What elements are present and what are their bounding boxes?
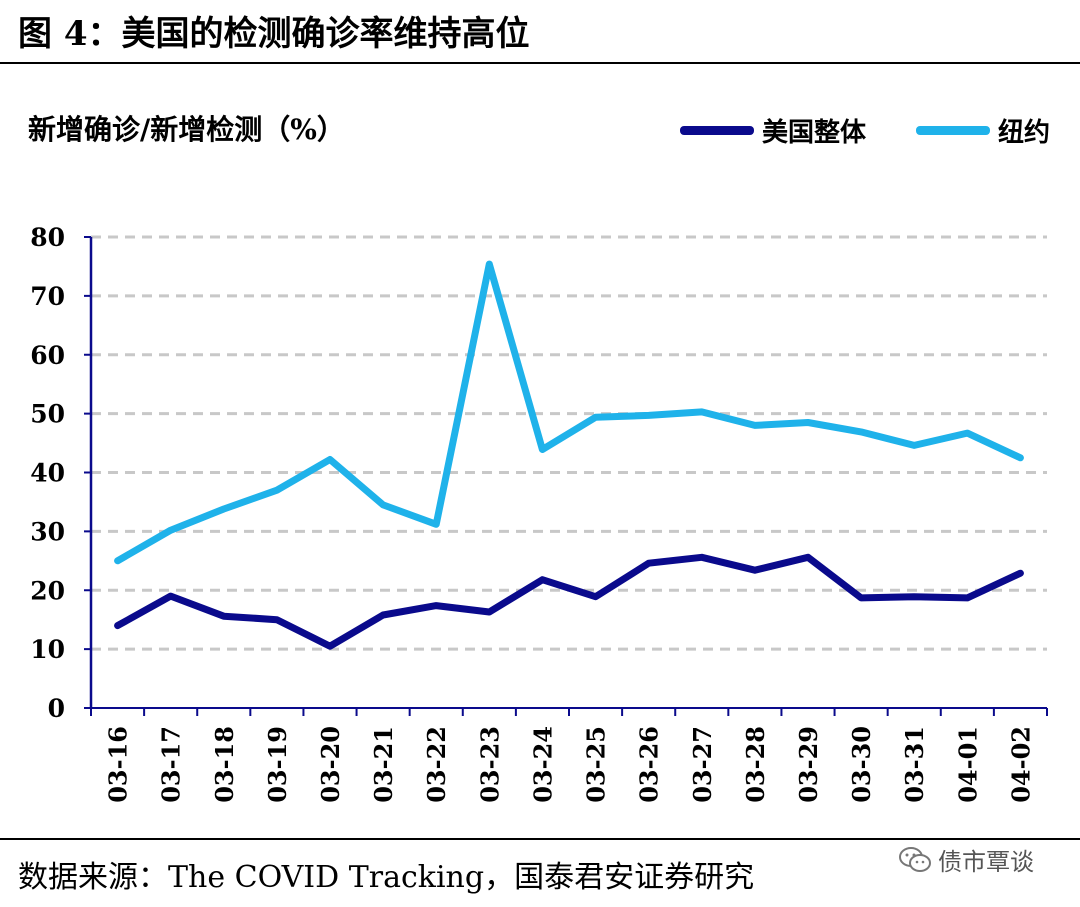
y-tick-label: 30 bbox=[30, 517, 65, 546]
gridlines bbox=[91, 235, 1047, 651]
x-tick-label: 03-30 bbox=[847, 726, 876, 803]
x-tick-label: 03-24 bbox=[528, 726, 557, 803]
watermark: 债市覃谈 bbox=[898, 842, 1034, 877]
legend-swatch-new-york bbox=[916, 126, 990, 135]
x-tick-label: 03-31 bbox=[900, 726, 929, 803]
top-rule bbox=[0, 62, 1080, 64]
y-tick-label: 40 bbox=[30, 459, 65, 488]
x-tick-label: 03-25 bbox=[582, 726, 611, 803]
x-tick-label: 03-19 bbox=[263, 726, 292, 803]
wechat-icon bbox=[899, 846, 931, 872]
series-lines bbox=[114, 260, 1024, 650]
x-tick-label: 03-17 bbox=[157, 726, 186, 803]
y-tick-label: 60 bbox=[30, 341, 65, 370]
y-tick-label: 0 bbox=[48, 694, 65, 723]
y-tick-label: 10 bbox=[30, 635, 65, 664]
x-tick-label: 04-02 bbox=[1006, 726, 1035, 803]
x-tick-label: 03-16 bbox=[104, 726, 133, 803]
x-tick-label: 03-28 bbox=[741, 726, 770, 803]
legend-label-us-total: 美国整体 bbox=[762, 118, 867, 148]
y-tick-label: 50 bbox=[30, 400, 65, 429]
x-tick-label: 03-29 bbox=[794, 726, 823, 803]
watermark-text: 债市覃谈 bbox=[938, 848, 1034, 876]
x-tick-label: 03-20 bbox=[316, 726, 345, 803]
x-tick-label: 03-23 bbox=[475, 726, 504, 803]
y-tick-label: 70 bbox=[30, 282, 65, 311]
y-axis-label: 新增确诊/新增检测（%） bbox=[28, 113, 345, 146]
x-tick-label: 03-26 bbox=[635, 726, 664, 803]
x-tick-label: 04-01 bbox=[953, 726, 982, 803]
bottom-rule bbox=[0, 838, 1080, 840]
y-tick-label: 80 bbox=[30, 223, 65, 252]
figure-title: 图 4：美国的检测确诊率维持高位 bbox=[18, 14, 530, 54]
axes: 0 10 20 30 40 50 60 70 80 03-16 03-17 03-18 03-19 03-… bbox=[30, 223, 1048, 803]
legend-label-new-york: 纽约 bbox=[998, 118, 1051, 148]
legend-item-us-total: 美国整体 bbox=[680, 112, 866, 149]
source-note: 数据来源：The COVID Tracking，国泰君安证券研究 bbox=[18, 860, 755, 895]
legend-swatch-us-total bbox=[680, 126, 754, 135]
series-line-us-total bbox=[114, 553, 1024, 650]
x-tick-label: 03-27 bbox=[688, 726, 717, 803]
series-line-new-york bbox=[114, 260, 1024, 565]
x-tick-label: 03-21 bbox=[369, 726, 398, 803]
x-tick-label: 03-22 bbox=[422, 726, 451, 803]
x-tick-label: 03-18 bbox=[210, 726, 239, 803]
legend-item-new-york: 纽约 bbox=[916, 112, 1050, 149]
y-tick-label: 20 bbox=[30, 576, 65, 605]
